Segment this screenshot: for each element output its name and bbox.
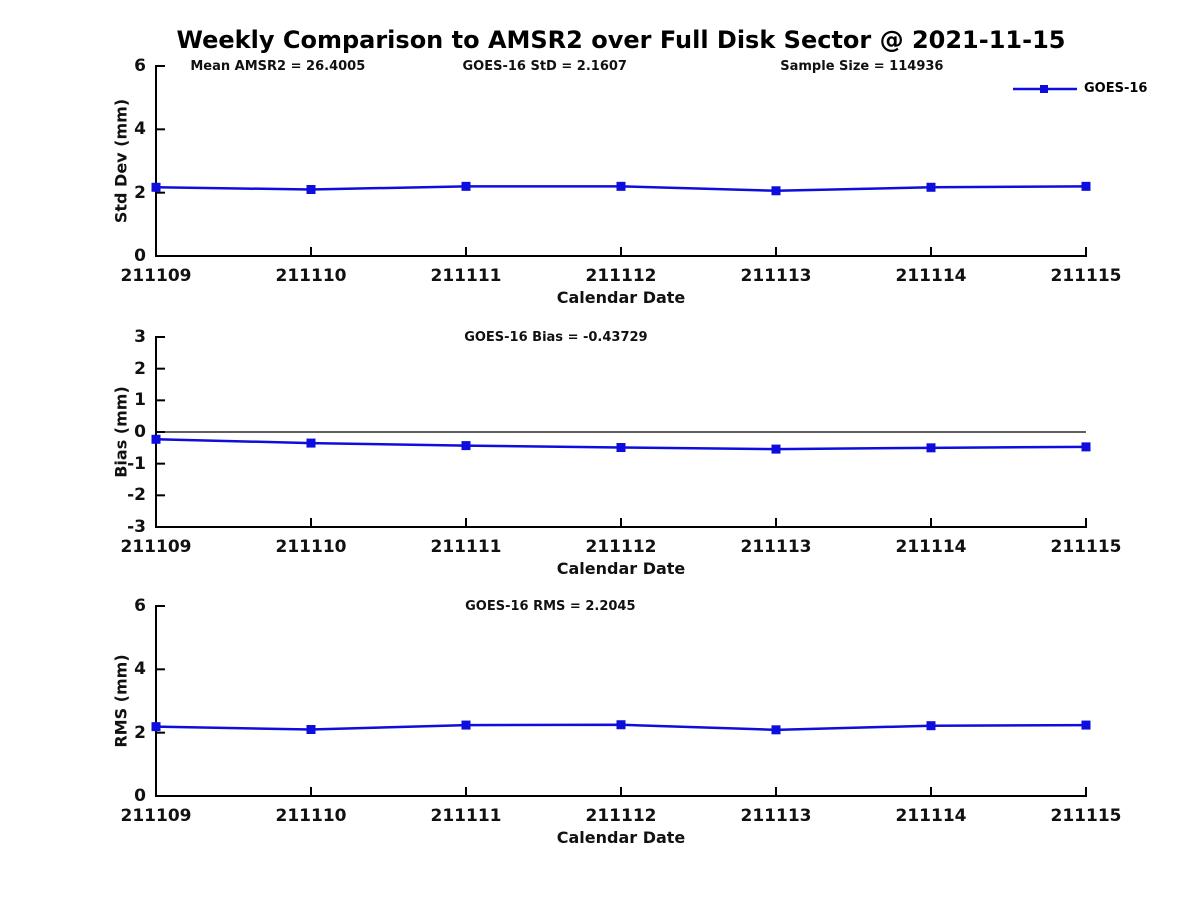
data-point-marker <box>926 721 936 731</box>
x-tick-label: 211115 <box>1050 537 1122 557</box>
data-point-marker <box>461 181 471 191</box>
x-tick-label: 211109 <box>120 806 192 826</box>
y-tick-label: 0 <box>134 422 146 442</box>
y-axis-label: RMS (mm) <box>111 654 131 748</box>
data-point-marker <box>306 438 316 448</box>
x-tick-label: 211109 <box>120 537 192 557</box>
y-tick-label: 4 <box>134 119 146 140</box>
x-tick-label: 211111 <box>430 266 502 286</box>
x-tick-label: 211112 <box>585 266 657 286</box>
x-axis-label: Calendar Date <box>556 559 686 578</box>
x-tick-label: 211115 <box>1050 806 1122 826</box>
y-axis-label: Bias (mm) <box>111 386 131 478</box>
y-tick-label: 4 <box>134 659 146 680</box>
x-tick-label: 211110 <box>275 806 347 826</box>
annotation-text: Sample Size = 114936 <box>780 59 944 74</box>
y-tick-label: 6 <box>134 596 146 616</box>
x-tick-label: 211112 <box>585 537 657 557</box>
y-tick-label: 1 <box>134 390 146 411</box>
x-tick-label: 211113 <box>740 266 812 286</box>
data-point-marker <box>1081 181 1091 191</box>
x-tick-label: 211109 <box>120 266 192 286</box>
data-point-marker <box>151 722 161 732</box>
data-point-marker <box>306 725 316 734</box>
legend-line-sample <box>1013 84 1077 93</box>
annotation-text: Mean AMSR2 = 26.4005 <box>190 59 366 74</box>
data-point-marker <box>1081 720 1091 730</box>
data-point-marker <box>151 182 161 192</box>
data-point-marker <box>151 434 161 444</box>
y-tick-label: 0 <box>134 246 146 266</box>
y-tick-label: -3 <box>127 517 146 537</box>
annotation-text: GOES-16 RMS = 2.2045 <box>465 599 636 614</box>
y-axis-label: Std Dev (mm) <box>111 98 131 224</box>
data-point-marker <box>926 182 936 192</box>
legend-marker <box>1040 84 1048 93</box>
x-tick-label: 211114 <box>895 266 967 286</box>
x-tick-label: 211114 <box>895 537 967 557</box>
data-point-marker <box>616 443 626 453</box>
legend-label: GOES-16 <box>1084 81 1148 96</box>
y-tick-label: 2 <box>134 358 146 379</box>
data-point-marker <box>771 444 781 454</box>
x-axis-label: Calendar Date <box>556 288 686 307</box>
y-tick-label: 2 <box>134 722 146 743</box>
x-axis-label: Calendar Date <box>556 828 686 847</box>
x-tick-label: 211115 <box>1050 266 1122 286</box>
data-point-marker <box>616 181 626 191</box>
y-tick-label: 0 <box>134 786 146 806</box>
x-tick-label: 211112 <box>585 806 657 826</box>
data-point-marker <box>771 186 781 196</box>
x-tick-label: 211114 <box>895 806 967 826</box>
data-point-marker <box>616 720 626 730</box>
y-tick-label: 6 <box>134 56 146 76</box>
x-tick-label: 211111 <box>430 806 502 826</box>
x-tick-label: 211110 <box>275 266 347 286</box>
y-tick-label: 2 <box>134 182 146 203</box>
annotation-text: GOES-16 Bias = -0.43729 <box>464 330 648 345</box>
chart-title: Weekly Comparison to AMSR2 over Full Dis… <box>176 26 1066 54</box>
y-tick-label: 3 <box>134 327 146 347</box>
data-point-marker <box>926 443 936 453</box>
data-point-marker <box>461 441 471 451</box>
data-point-marker <box>306 185 316 194</box>
x-tick-label: 211113 <box>740 806 812 826</box>
y-tick-label: -1 <box>127 453 146 474</box>
x-tick-label: 211113 <box>740 537 812 557</box>
x-tick-label: 211110 <box>275 537 347 557</box>
y-tick-label: -2 <box>127 485 146 506</box>
data-point-marker <box>1081 442 1091 452</box>
data-point-marker <box>771 725 781 735</box>
annotation-text: GOES-16 StD = 2.1607 <box>462 59 627 74</box>
data-point-marker <box>461 720 471 730</box>
legend: GOES-16 <box>1013 81 1147 96</box>
x-tick-label: 211111 <box>430 537 502 557</box>
